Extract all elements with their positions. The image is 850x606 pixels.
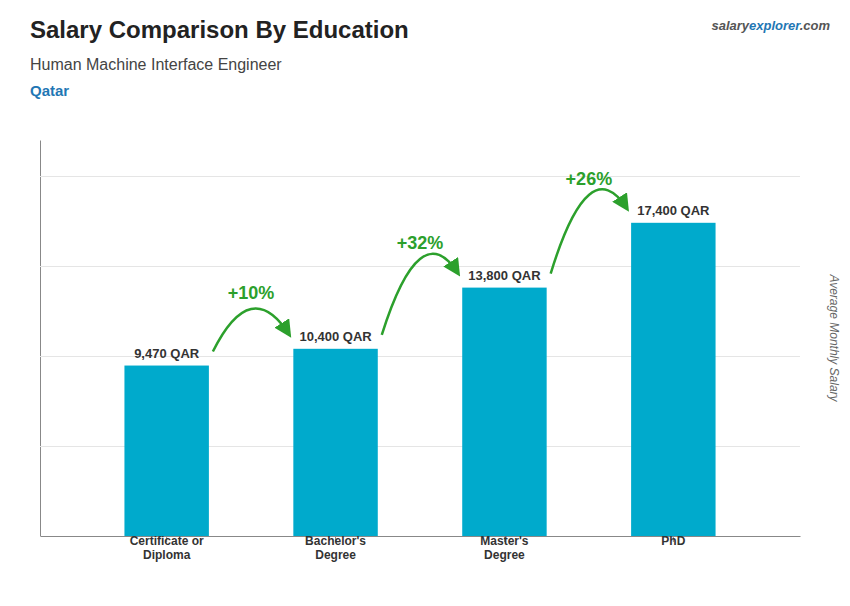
title: Salary Comparison By Education xyxy=(30,16,409,43)
subtitle-line: Qatar xyxy=(30,82,69,99)
tick: PhD xyxy=(661,534,685,548)
tick-label: Bachelor'sDegree xyxy=(305,534,366,562)
annotation: +26% xyxy=(566,169,613,189)
bar xyxy=(631,223,715,536)
plot: Certificate orDiplomaBachelor'sDegreeMas… xyxy=(40,141,801,562)
data-label: 13,800 QAR xyxy=(468,268,541,283)
tick: Master'sDegree xyxy=(480,534,529,562)
y-axis-title: Average Monthly Salary xyxy=(827,273,841,402)
bar xyxy=(124,366,208,536)
watermark-part: .com xyxy=(800,18,831,33)
bar xyxy=(293,349,377,536)
annotation: +10% xyxy=(228,283,275,303)
tick-label-line: Certificate or xyxy=(130,534,204,548)
watermark: salaryexplorer.com xyxy=(711,18,830,33)
tick: Bachelor'sDegree xyxy=(305,534,366,562)
y-axis xyxy=(40,141,800,537)
bar xyxy=(462,288,546,536)
chart: Salary Comparison By Education Human Mach… xyxy=(0,0,850,606)
tick-label: PhD xyxy=(661,534,685,548)
annotation: +32% xyxy=(397,233,444,253)
arrow xyxy=(213,308,289,351)
tick-label-line: Degree xyxy=(484,548,525,562)
tick-label: Master'sDegree xyxy=(480,534,529,562)
tick-label: Certificate orDiploma xyxy=(130,534,204,562)
watermark-part: salary xyxy=(711,18,749,33)
subtitle: Human Machine Interface Engineer xyxy=(30,56,282,73)
arrow xyxy=(551,189,627,273)
x-axis: Certificate orDiplomaBachelor'sDegreeMas… xyxy=(41,534,801,562)
watermark-part: explorer xyxy=(749,18,801,33)
tick xyxy=(40,176,800,177)
tick: Certificate orDiploma xyxy=(130,534,204,562)
arrow xyxy=(382,254,458,335)
tick-label-line: Master's xyxy=(480,534,529,548)
data-labels: 9,470 QAR 10,400 QAR 13,800 QAR 17,400 QAR xyxy=(134,203,710,361)
tick-label-line: Degree xyxy=(315,548,356,562)
data-label: 10,400 QAR xyxy=(299,329,372,344)
data-label: 9,470 QAR xyxy=(134,346,200,361)
tick-label-line: Bachelor's xyxy=(305,534,366,548)
tick-label-line: Diploma xyxy=(143,548,191,562)
data-label: 17,400 QAR xyxy=(637,203,710,218)
tick-label-line: PhD xyxy=(661,534,685,548)
bars xyxy=(124,223,715,536)
grid-line xyxy=(40,176,800,177)
annotations: +10% +32% +26% xyxy=(213,169,627,352)
axis-line xyxy=(40,141,41,537)
